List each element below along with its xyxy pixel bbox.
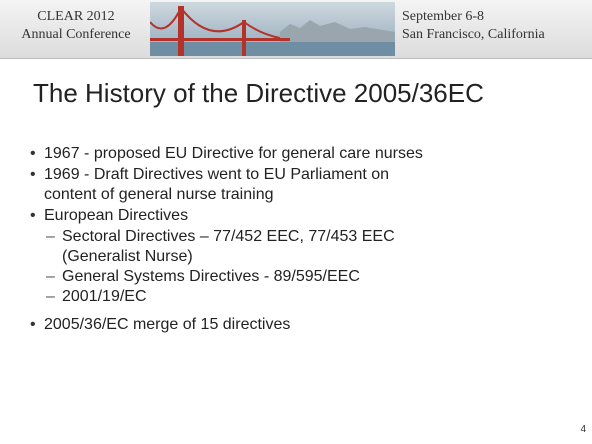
header-right-line: September 6-8 [402,8,545,26]
bullet: 2005/36/EC merge of 15 directives [30,315,580,335]
sub-bullet-line: (Generalist Nurse) [62,247,580,267]
bullet: European Directives [30,206,580,226]
bullet-line: 1969 - Draft Directives went to EU Parli… [44,165,580,185]
bullet-line: European Directives [44,206,580,226]
bullet-line: content of general nurse training [44,185,580,205]
header-left-line: Annual Conference [8,26,144,44]
header-right-line: San Francisco, California [402,26,545,44]
sub-bullet-line: Sectoral Directives – 77/452 EEC, 77/453… [62,227,580,247]
bullet: 1967 - proposed EU Directive for general… [30,144,580,164]
header: CLEAR 2012 Annual Conference September 6… [0,0,592,59]
sub-bullet: 2001/19/EC [30,287,580,307]
header-left-line: CLEAR 2012 [8,8,144,26]
sub-bullet: General Systems Directives - 89/595/EEC [30,267,580,287]
bullet-line: 2005/36/EC merge of 15 directives [44,315,580,335]
bullet: 1969 - Draft Directives went to EU Parli… [30,165,580,205]
sub-bullet: Sectoral Directives – 77/452 EEC, 77/453… [30,227,580,267]
slide: CLEAR 2012 Annual Conference September 6… [0,0,592,444]
slide-title: The History of the Directive 2005/36EC [33,78,484,109]
header-right: September 6-8 San Francisco, California [402,8,545,44]
bullet-line: 1967 - proposed EU Directive for general… [44,144,580,164]
bullet-list: 1967 - proposed EU Directive for general… [30,144,580,336]
sub-bullet-line: 2001/19/EC [62,287,580,307]
sub-bullet-line: General Systems Directives - 89/595/EEC [62,267,580,287]
header-image [150,2,395,56]
header-left: CLEAR 2012 Annual Conference [8,8,144,44]
page-number: 4 [580,424,586,435]
